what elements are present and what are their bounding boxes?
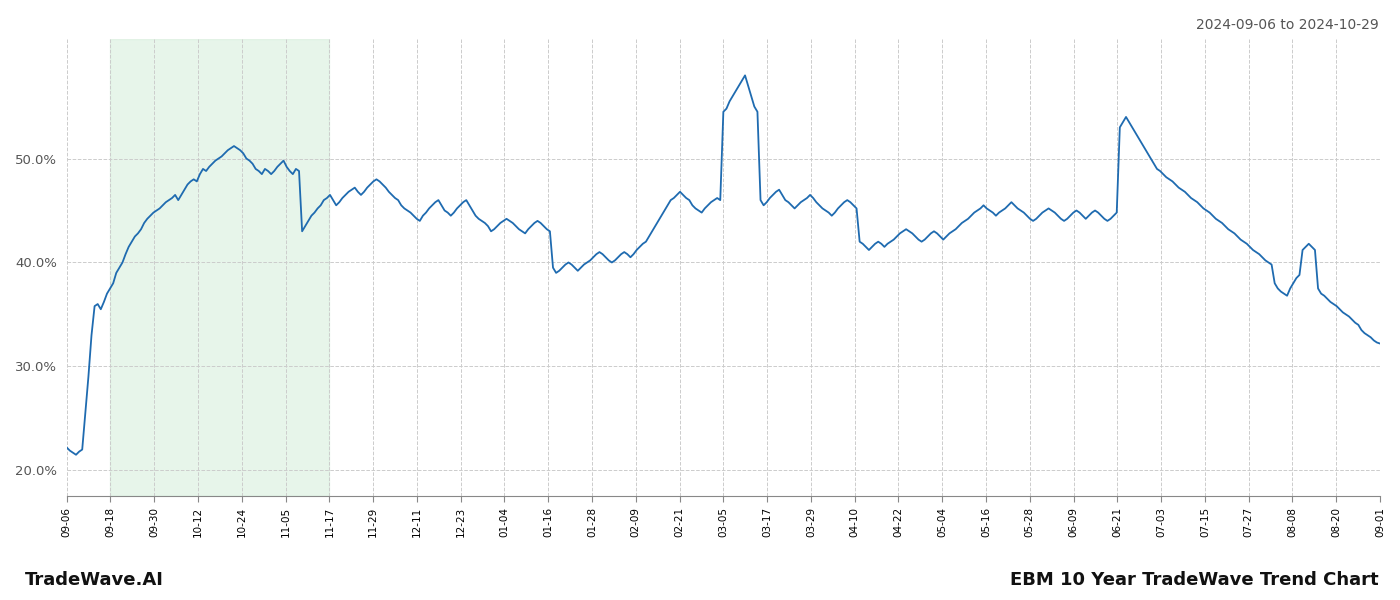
Text: TradeWave.AI: TradeWave.AI [25,571,164,589]
Bar [111,39,329,496]
Text: EBM 10 Year TradeWave Trend Chart: EBM 10 Year TradeWave Trend Chart [1011,571,1379,589]
Text: 2024-09-06 to 2024-10-29: 2024-09-06 to 2024-10-29 [1196,18,1379,32]
